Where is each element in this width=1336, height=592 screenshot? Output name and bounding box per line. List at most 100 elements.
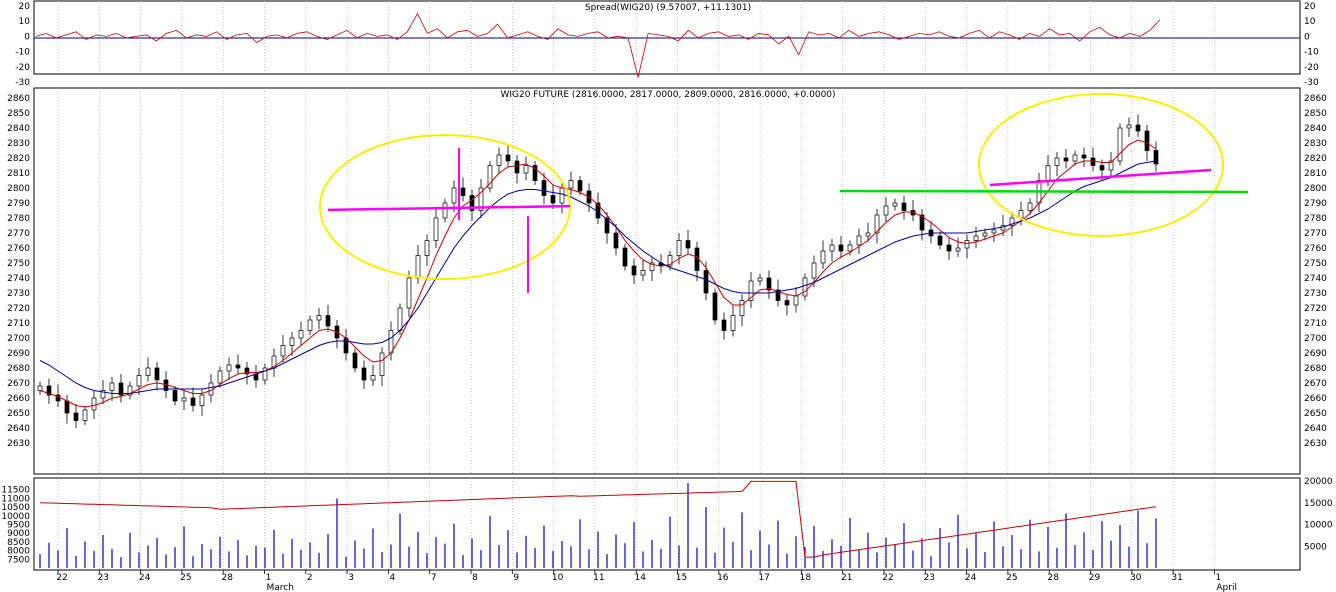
candle-body [775, 289, 781, 301]
panel-frame-2 [33, 477, 1301, 571]
spread-series-line [35, 12, 1161, 78]
grid-lines [57, 1, 1215, 570]
x-tick-label: 1 [1216, 573, 1222, 583]
candle-body [37, 385, 43, 391]
volume-y-tick-right: 10000 [1304, 521, 1333, 531]
candle-body [982, 232, 988, 237]
horizontal-resistance-line [839, 189, 1249, 194]
volume-y-tick-left: 10000 [1, 512, 30, 522]
candle-body [514, 160, 520, 174]
candle-body [289, 337, 295, 346]
candle-body [766, 277, 772, 291]
spread-y-tick-left: 20 [19, 2, 31, 12]
candle-body [856, 235, 862, 246]
x-month-label: March [267, 583, 294, 592]
candle-body [649, 262, 655, 271]
price-y-tick-left: 2640 [7, 424, 30, 434]
price-panel: WIG20 FUTURE (2816.0000, 2817.0000, 2809… [7, 90, 1327, 449]
candle-body [352, 352, 358, 369]
x-tick-label: 23 [924, 573, 935, 583]
price-y-tick-right: 2800 [1304, 184, 1327, 194]
volume-y-tick-left: 9500 [7, 521, 30, 531]
candle-body [478, 187, 484, 211]
x-tick-label: 4 [390, 573, 396, 583]
price-y-tick-right: 2680 [1304, 364, 1327, 374]
candle-body [1072, 154, 1078, 162]
candle-body [370, 375, 376, 381]
price-y-tick-left: 2860 [7, 94, 30, 104]
spread-y-tick-right: 20 [1304, 2, 1316, 12]
price-y-tick-right: 2640 [1304, 424, 1327, 434]
candle-body [424, 240, 430, 256]
price-y-tick-right: 2730 [1304, 289, 1327, 299]
candle-body [1126, 124, 1132, 129]
right-pattern-ellipse [978, 93, 1224, 237]
price-title: WIG20 FUTURE (2816.0000, 2817.0000, 2809… [500, 90, 835, 100]
spread-y-tick-right: -20 [1304, 63, 1319, 73]
candle-body [703, 270, 709, 294]
candle-body [1153, 150, 1159, 165]
volume-y-tick-left: 7500 [7, 555, 30, 565]
panel-frame-1 [33, 87, 1301, 475]
price-y-tick-right: 2780 [1304, 214, 1327, 224]
candle-body [667, 255, 673, 267]
candle-body [82, 409, 88, 421]
candle-body [1090, 157, 1096, 166]
x-tick-label: 17 [758, 573, 769, 583]
panel-frames [33, 0, 1301, 571]
x-tick-label: 29 [1089, 573, 1101, 583]
candle-body [451, 187, 457, 204]
candle-body [361, 367, 367, 381]
candle-body [811, 262, 817, 279]
candle-body [64, 400, 70, 414]
x-tick-label: 16 [717, 573, 729, 583]
price-y-tick-left: 2690 [7, 349, 30, 359]
candle-body [406, 277, 412, 309]
x-tick-label: 1 [266, 573, 272, 583]
candle-body [550, 195, 556, 204]
candle-body [1117, 127, 1123, 162]
price-y-tick-right: 2810 [1304, 169, 1327, 179]
price-y-tick-right: 2790 [1304, 199, 1327, 209]
x-tick-label: 22 [56, 573, 67, 583]
x-tick-label: 31 [1171, 573, 1182, 583]
x-tick-label: 21 [841, 573, 852, 583]
volume-y-tick-right: 5000 [1304, 542, 1327, 552]
x-tick-label: 18 [800, 573, 812, 583]
spread-y-tick-left: -10 [15, 48, 30, 58]
price-y-tick-left: 2700 [7, 334, 30, 344]
x-tick-label: 24 [139, 573, 151, 583]
volume-bars [39, 483, 1157, 568]
price-y-tick-left: 2630 [7, 439, 30, 449]
price-y-tick-right: 2720 [1304, 304, 1327, 314]
price-y-tick-left: 2750 [7, 259, 30, 269]
candle-body [298, 330, 304, 339]
price-y-tick-left: 2720 [7, 304, 30, 314]
candle-body [469, 195, 475, 211]
price-y-tick-right: 2850 [1304, 109, 1327, 119]
candle-body [433, 217, 439, 241]
volume-y-tick-left: 10500 [1, 503, 30, 513]
x-axis: 22 23 24 25 28 1 2 3 4 7 8 9 10 11 14 15 16 17 18 21 22 23 24 2… [56, 570, 1237, 592]
candle-body [712, 292, 718, 321]
candle-body [487, 165, 493, 189]
price-y-tick-right: 2630 [1304, 439, 1327, 449]
x-tick-label: 25 [180, 573, 191, 583]
price-y-tick-right: 2830 [1304, 139, 1327, 149]
candle-body [91, 397, 97, 411]
candle-body [397, 307, 403, 331]
volume-y-axis-right: 20000 15000 10000 5000 [1304, 477, 1333, 552]
slow-moving-average-line [39, 160, 1157, 394]
candle-body [802, 277, 808, 297]
spread-y-axis: 20 20 10 10 0 0 -10 -10 -20 -20 -30 -30 [15, 2, 1319, 88]
candle-body [901, 202, 907, 211]
right-neckline [989, 168, 1212, 187]
spread-y-tick-right: 0 [1304, 32, 1310, 42]
candle-body [109, 382, 115, 391]
price-y-tick-right: 2700 [1304, 334, 1327, 344]
x-tick-label: 28 [221, 573, 233, 583]
price-y-tick-left: 2810 [7, 169, 30, 179]
x-tick-label: 2 [307, 573, 313, 583]
candle-body [442, 202, 448, 219]
